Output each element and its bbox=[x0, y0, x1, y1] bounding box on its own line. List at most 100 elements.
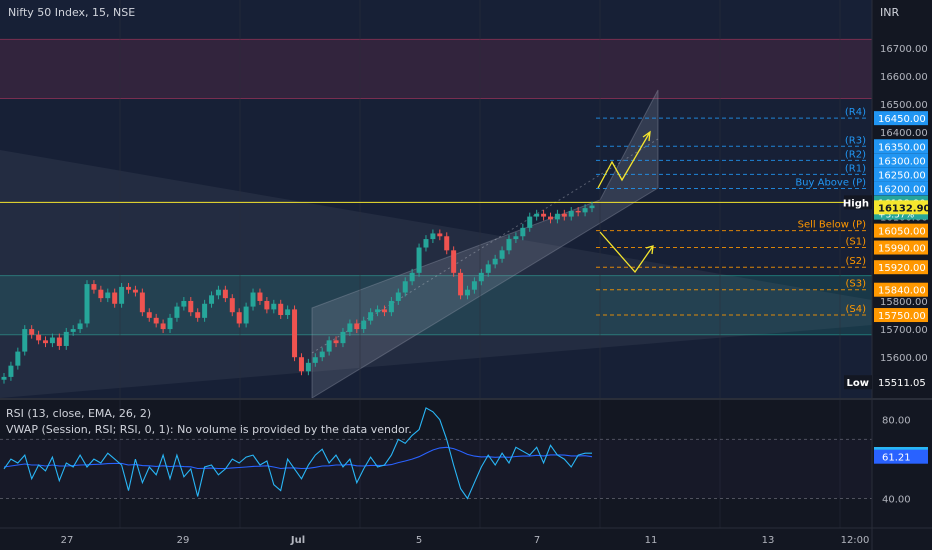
candle-body bbox=[43, 340, 49, 344]
candle-body bbox=[91, 284, 97, 290]
candle-body bbox=[264, 300, 270, 310]
candle-body bbox=[84, 284, 90, 324]
candle-body bbox=[160, 323, 166, 330]
price-tag-text: 16350.00 bbox=[878, 142, 926, 153]
vwap-legend[interactable]: VWAP (Session, RSI; RSI, 0, 1): No volum… bbox=[6, 423, 412, 436]
candle-body bbox=[340, 331, 346, 344]
candle-body bbox=[388, 300, 394, 313]
pivot-label: (S1) bbox=[845, 237, 866, 248]
pivot-label: Buy Above (P) bbox=[795, 177, 866, 188]
candle-body bbox=[437, 233, 443, 237]
candle-body bbox=[471, 281, 477, 290]
rsi-pane-bg bbox=[0, 400, 872, 528]
symbol-title[interactable]: Nifty 50 Index, 15, NSE bbox=[8, 6, 136, 19]
candle-body bbox=[478, 272, 484, 282]
candle-body bbox=[8, 365, 14, 377]
candle-body bbox=[271, 303, 277, 310]
rsi-ma-line bbox=[3, 446, 593, 470]
candle-body bbox=[534, 213, 540, 217]
resistance-zone bbox=[0, 39, 872, 99]
candle-body bbox=[49, 337, 55, 344]
price-tag bbox=[874, 111, 928, 126]
candle-body bbox=[319, 351, 325, 358]
support-zone bbox=[0, 275, 872, 335]
pivot-label: Sell Below (P) bbox=[798, 220, 866, 231]
candle-body bbox=[202, 303, 208, 318]
marker-tag bbox=[874, 200, 928, 215]
candle-body bbox=[215, 289, 221, 296]
candle-body bbox=[354, 323, 360, 330]
price-tag-text: 16300.00 bbox=[878, 156, 926, 167]
bearish-arrowhead bbox=[645, 245, 654, 255]
candle-body bbox=[568, 210, 574, 217]
candle-body bbox=[188, 300, 194, 313]
candle-body bbox=[29, 329, 35, 335]
marker-label-bg bbox=[844, 195, 872, 210]
candle-body bbox=[464, 289, 470, 296]
candle-body bbox=[126, 286, 132, 290]
candle-body bbox=[506, 239, 512, 251]
candle-body bbox=[513, 236, 519, 240]
marker-label-bg bbox=[844, 375, 872, 390]
candle-body bbox=[285, 309, 291, 316]
rsi-value-text: 61.21 bbox=[882, 453, 911, 464]
price-tag bbox=[874, 260, 928, 275]
price-tag bbox=[874, 282, 928, 297]
price-tag-text: 16050.00 bbox=[878, 227, 926, 238]
pivot-label: (R3) bbox=[845, 135, 866, 146]
price-tag bbox=[874, 223, 928, 238]
candle-body bbox=[527, 216, 533, 228]
candle-body bbox=[430, 233, 436, 240]
candle-body bbox=[520, 227, 526, 237]
time-tick: 27 bbox=[61, 535, 74, 546]
candle-body bbox=[547, 216, 553, 220]
candle-body bbox=[375, 309, 381, 313]
time-tick: 12:00 bbox=[841, 535, 870, 546]
candle-body bbox=[305, 362, 311, 372]
candle-body bbox=[236, 312, 242, 324]
candle-body bbox=[292, 309, 298, 358]
time-tick: 7 bbox=[534, 535, 540, 546]
candle-body bbox=[395, 292, 401, 301]
candle-body bbox=[181, 300, 187, 307]
price-tick: 16700.00 bbox=[880, 44, 928, 55]
candle-body bbox=[15, 351, 21, 366]
price-tag-text: 16200.00 bbox=[878, 184, 926, 195]
candle-body bbox=[63, 331, 69, 346]
rsi-legend[interactable]: RSI (13, close, EMA, 26, 2) bbox=[6, 407, 152, 420]
price-tag-text: 15750.00 bbox=[878, 311, 926, 322]
time-tick: 29 bbox=[177, 535, 190, 546]
candle-body bbox=[347, 323, 353, 332]
currency-label: INR bbox=[880, 6, 900, 19]
candle-body bbox=[209, 295, 215, 304]
price-tag-text: 15990.00 bbox=[878, 244, 926, 255]
candle-body bbox=[153, 317, 159, 324]
candle-body bbox=[56, 337, 62, 346]
candle-body bbox=[146, 312, 152, 318]
marker-label: Low bbox=[847, 378, 869, 389]
candle-body bbox=[312, 357, 318, 363]
time-tick: 5 bbox=[416, 535, 422, 546]
rsi-tick: 80.00 bbox=[882, 416, 911, 427]
candle-body bbox=[381, 309, 387, 313]
candle-body bbox=[589, 205, 595, 209]
candle-body bbox=[167, 317, 173, 330]
price-tag-text: 15840.00 bbox=[878, 286, 926, 297]
price-tick: 15600.00 bbox=[880, 353, 928, 364]
candle-body bbox=[492, 258, 498, 265]
rsi-band-fill bbox=[0, 439, 872, 499]
price-tag-text: 16250.00 bbox=[878, 170, 926, 181]
price-tag bbox=[874, 167, 928, 182]
candle-body bbox=[326, 340, 332, 352]
price-tick: 16500.00 bbox=[880, 100, 928, 111]
candle-body bbox=[423, 239, 429, 248]
price-pane-bg bbox=[0, 0, 872, 398]
price-tag bbox=[874, 240, 928, 255]
change-percent-text: +3.57% bbox=[878, 211, 915, 221]
bearish-projection bbox=[599, 231, 654, 274]
price-tick: 15800.00 bbox=[880, 297, 928, 308]
wedge-pattern bbox=[0, 150, 872, 398]
price-tag-text: 15920.00 bbox=[878, 263, 926, 274]
